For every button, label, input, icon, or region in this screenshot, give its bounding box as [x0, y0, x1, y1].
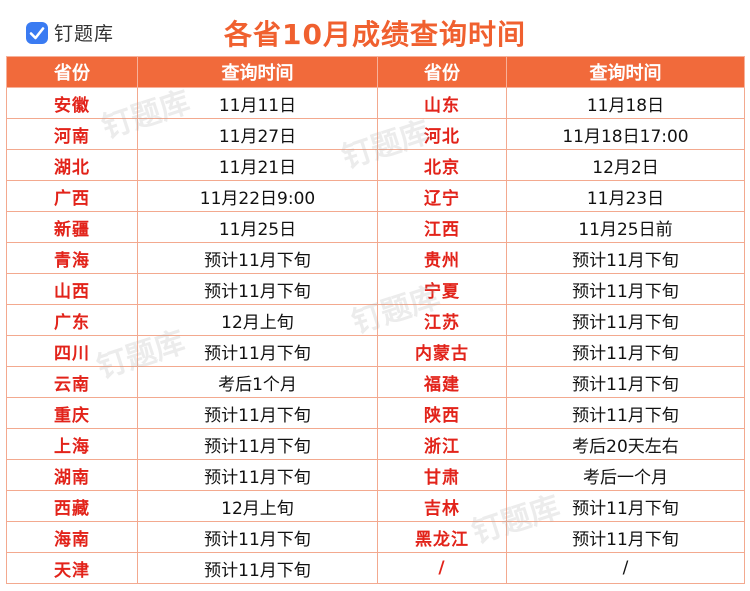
province-cell: 安徽 — [6, 87, 138, 119]
query-time-cell: 考后20天左右 — [506, 428, 745, 460]
logo: 钉题库 — [26, 19, 114, 46]
table-row: 广东 12月上旬 江苏 预计11月下旬 — [6, 304, 745, 336]
table-row: 新疆 11月25日 江西 11月25日前 — [6, 211, 745, 243]
query-time-cell: 12月上旬 — [137, 304, 378, 336]
province-cell: 广西 — [6, 180, 138, 212]
province-cell: 上海 — [6, 428, 138, 460]
query-time-cell: 预计11月下旬 — [137, 459, 378, 491]
province-cell: 贵州 — [377, 242, 507, 274]
table-row: 海南 预计11月下旬 黑龙江 预计11月下旬 — [6, 521, 745, 553]
province-cell: 四川 — [6, 335, 138, 367]
query-time-cell: 11月18日 — [506, 87, 745, 119]
table-row: 湖南 预计11月下旬 甘肃 考后一个月 — [6, 459, 745, 491]
province-cell: 河北 — [377, 118, 507, 150]
province-cell: 天津 — [6, 552, 138, 584]
province-cell: 河南 — [6, 118, 138, 150]
query-time-cell: 预计11月下旬 — [137, 335, 378, 367]
table-body: 安徽 11月11日 山东 11月18日 河南 11月27日 河北 11月18日17:00 湖北 1… — [6, 87, 745, 584]
score-query-table: 省份 查询时间 省份 查询时间 安徽 11月11日 山东 11月18日 河南 11月27日… — [6, 56, 745, 584]
province-cell: 黑龙江 — [377, 521, 507, 553]
page-title: 各省10月成绩查询时间 — [224, 18, 526, 51]
province-cell: 辽宁 — [377, 180, 507, 212]
table-row: 广西 11月22日9:00 辽宁 11月23日 — [6, 180, 745, 212]
query-time-cell: 预计11月下旬 — [137, 273, 378, 305]
province-cell: 江西 — [377, 211, 507, 243]
province-cell: 北京 — [377, 149, 507, 181]
query-time-cell: 考后1个月 — [137, 366, 378, 398]
header-query-time-left: 查询时间 — [137, 56, 378, 88]
query-time-cell: 11月25日前 — [506, 211, 745, 243]
province-cell: 江苏 — [377, 304, 507, 336]
table-row: 安徽 11月11日 山东 11月18日 — [6, 87, 745, 119]
province-cell: 海南 — [6, 521, 138, 553]
checkmark-logo-icon — [26, 21, 48, 44]
table-row: 四川 预计11月下旬 内蒙古 预计11月下旬 — [6, 335, 745, 367]
query-time-cell: 预计11月下旬 — [506, 490, 745, 522]
table-row: 河南 11月27日 河北 11月18日17:00 — [6, 118, 745, 150]
query-time-cell: 11月21日 — [137, 149, 378, 181]
query-time-cell: 预计11月下旬 — [506, 521, 745, 553]
table-row: 上海 预计11月下旬 浙江 考后20天左右 — [6, 428, 745, 460]
header-province-right: 省份 — [377, 56, 507, 88]
province-cell: 山东 — [377, 87, 507, 119]
query-time-cell: 预计11月下旬 — [506, 242, 745, 274]
query-time-cell: 预计11月下旬 — [506, 335, 745, 367]
header-province-left: 省份 — [6, 56, 138, 88]
query-time-cell: 预计11月下旬 — [137, 397, 378, 429]
province-cell: 广东 — [6, 304, 138, 336]
table-row: 天津 预计11月下旬 / / — [6, 552, 745, 584]
province-cell: 湖南 — [6, 459, 138, 491]
province-cell: 重庆 — [6, 397, 138, 429]
table-row: 湖北 11月21日 北京 12月2日 — [6, 149, 745, 181]
query-time-cell: 12月上旬 — [137, 490, 378, 522]
table-row: 西藏 12月上旬 吉林 预计11月下旬 — [6, 490, 745, 522]
header: 钉题库 各省10月成绩查询时间 — [0, 0, 750, 56]
header-query-time-right: 查询时间 — [506, 56, 745, 88]
province-cell: 山西 — [6, 273, 138, 305]
query-time-cell: 11月18日17:00 — [506, 118, 745, 150]
query-time-cell: 预计11月下旬 — [137, 242, 378, 274]
query-time-cell: 11月11日 — [137, 87, 378, 119]
province-cell: 云南 — [6, 366, 138, 398]
query-time-cell: 11月25日 — [137, 211, 378, 243]
table-row: 山西 预计11月下旬 宁夏 预计11月下旬 — [6, 273, 745, 305]
province-cell: 新疆 — [6, 211, 138, 243]
province-cell: 福建 — [377, 366, 507, 398]
province-cell: 湖北 — [6, 149, 138, 181]
province-cell: 浙江 — [377, 428, 507, 460]
query-time-cell: 预计11月下旬 — [506, 397, 745, 429]
query-time-cell: 预计11月下旬 — [506, 273, 745, 305]
query-time-cell: 预计11月下旬 — [137, 521, 378, 553]
province-cell: 吉林 — [377, 490, 507, 522]
province-cell: 甘肃 — [377, 459, 507, 491]
table-row: 云南 考后1个月 福建 预计11月下旬 — [6, 366, 745, 398]
province-cell: 陕西 — [377, 397, 507, 429]
query-time-cell: 预计11月下旬 — [137, 428, 378, 460]
query-time-cell: 12月2日 — [506, 149, 745, 181]
query-time-cell: 预计11月下旬 — [137, 552, 378, 584]
province-cell: 内蒙古 — [377, 335, 507, 367]
table-row: 青海 预计11月下旬 贵州 预计11月下旬 — [6, 242, 745, 274]
query-time-cell: 11月27日 — [137, 118, 378, 150]
query-time-cell: / — [506, 552, 745, 584]
table-header-row: 省份 查询时间 省份 查询时间 — [6, 56, 745, 88]
province-cell: / — [377, 552, 507, 584]
query-time-cell: 预计11月下旬 — [506, 304, 745, 336]
query-time-cell: 预计11月下旬 — [506, 366, 745, 398]
province-cell: 青海 — [6, 242, 138, 274]
logo-text: 钉题库 — [54, 23, 115, 45]
table-row: 重庆 预计11月下旬 陕西 预计11月下旬 — [6, 397, 745, 429]
province-cell: 西藏 — [6, 490, 138, 522]
query-time-cell: 11月22日9:00 — [137, 180, 378, 212]
query-time-cell: 考后一个月 — [506, 459, 745, 491]
query-time-cell: 11月23日 — [506, 180, 745, 212]
province-cell: 宁夏 — [377, 273, 507, 305]
